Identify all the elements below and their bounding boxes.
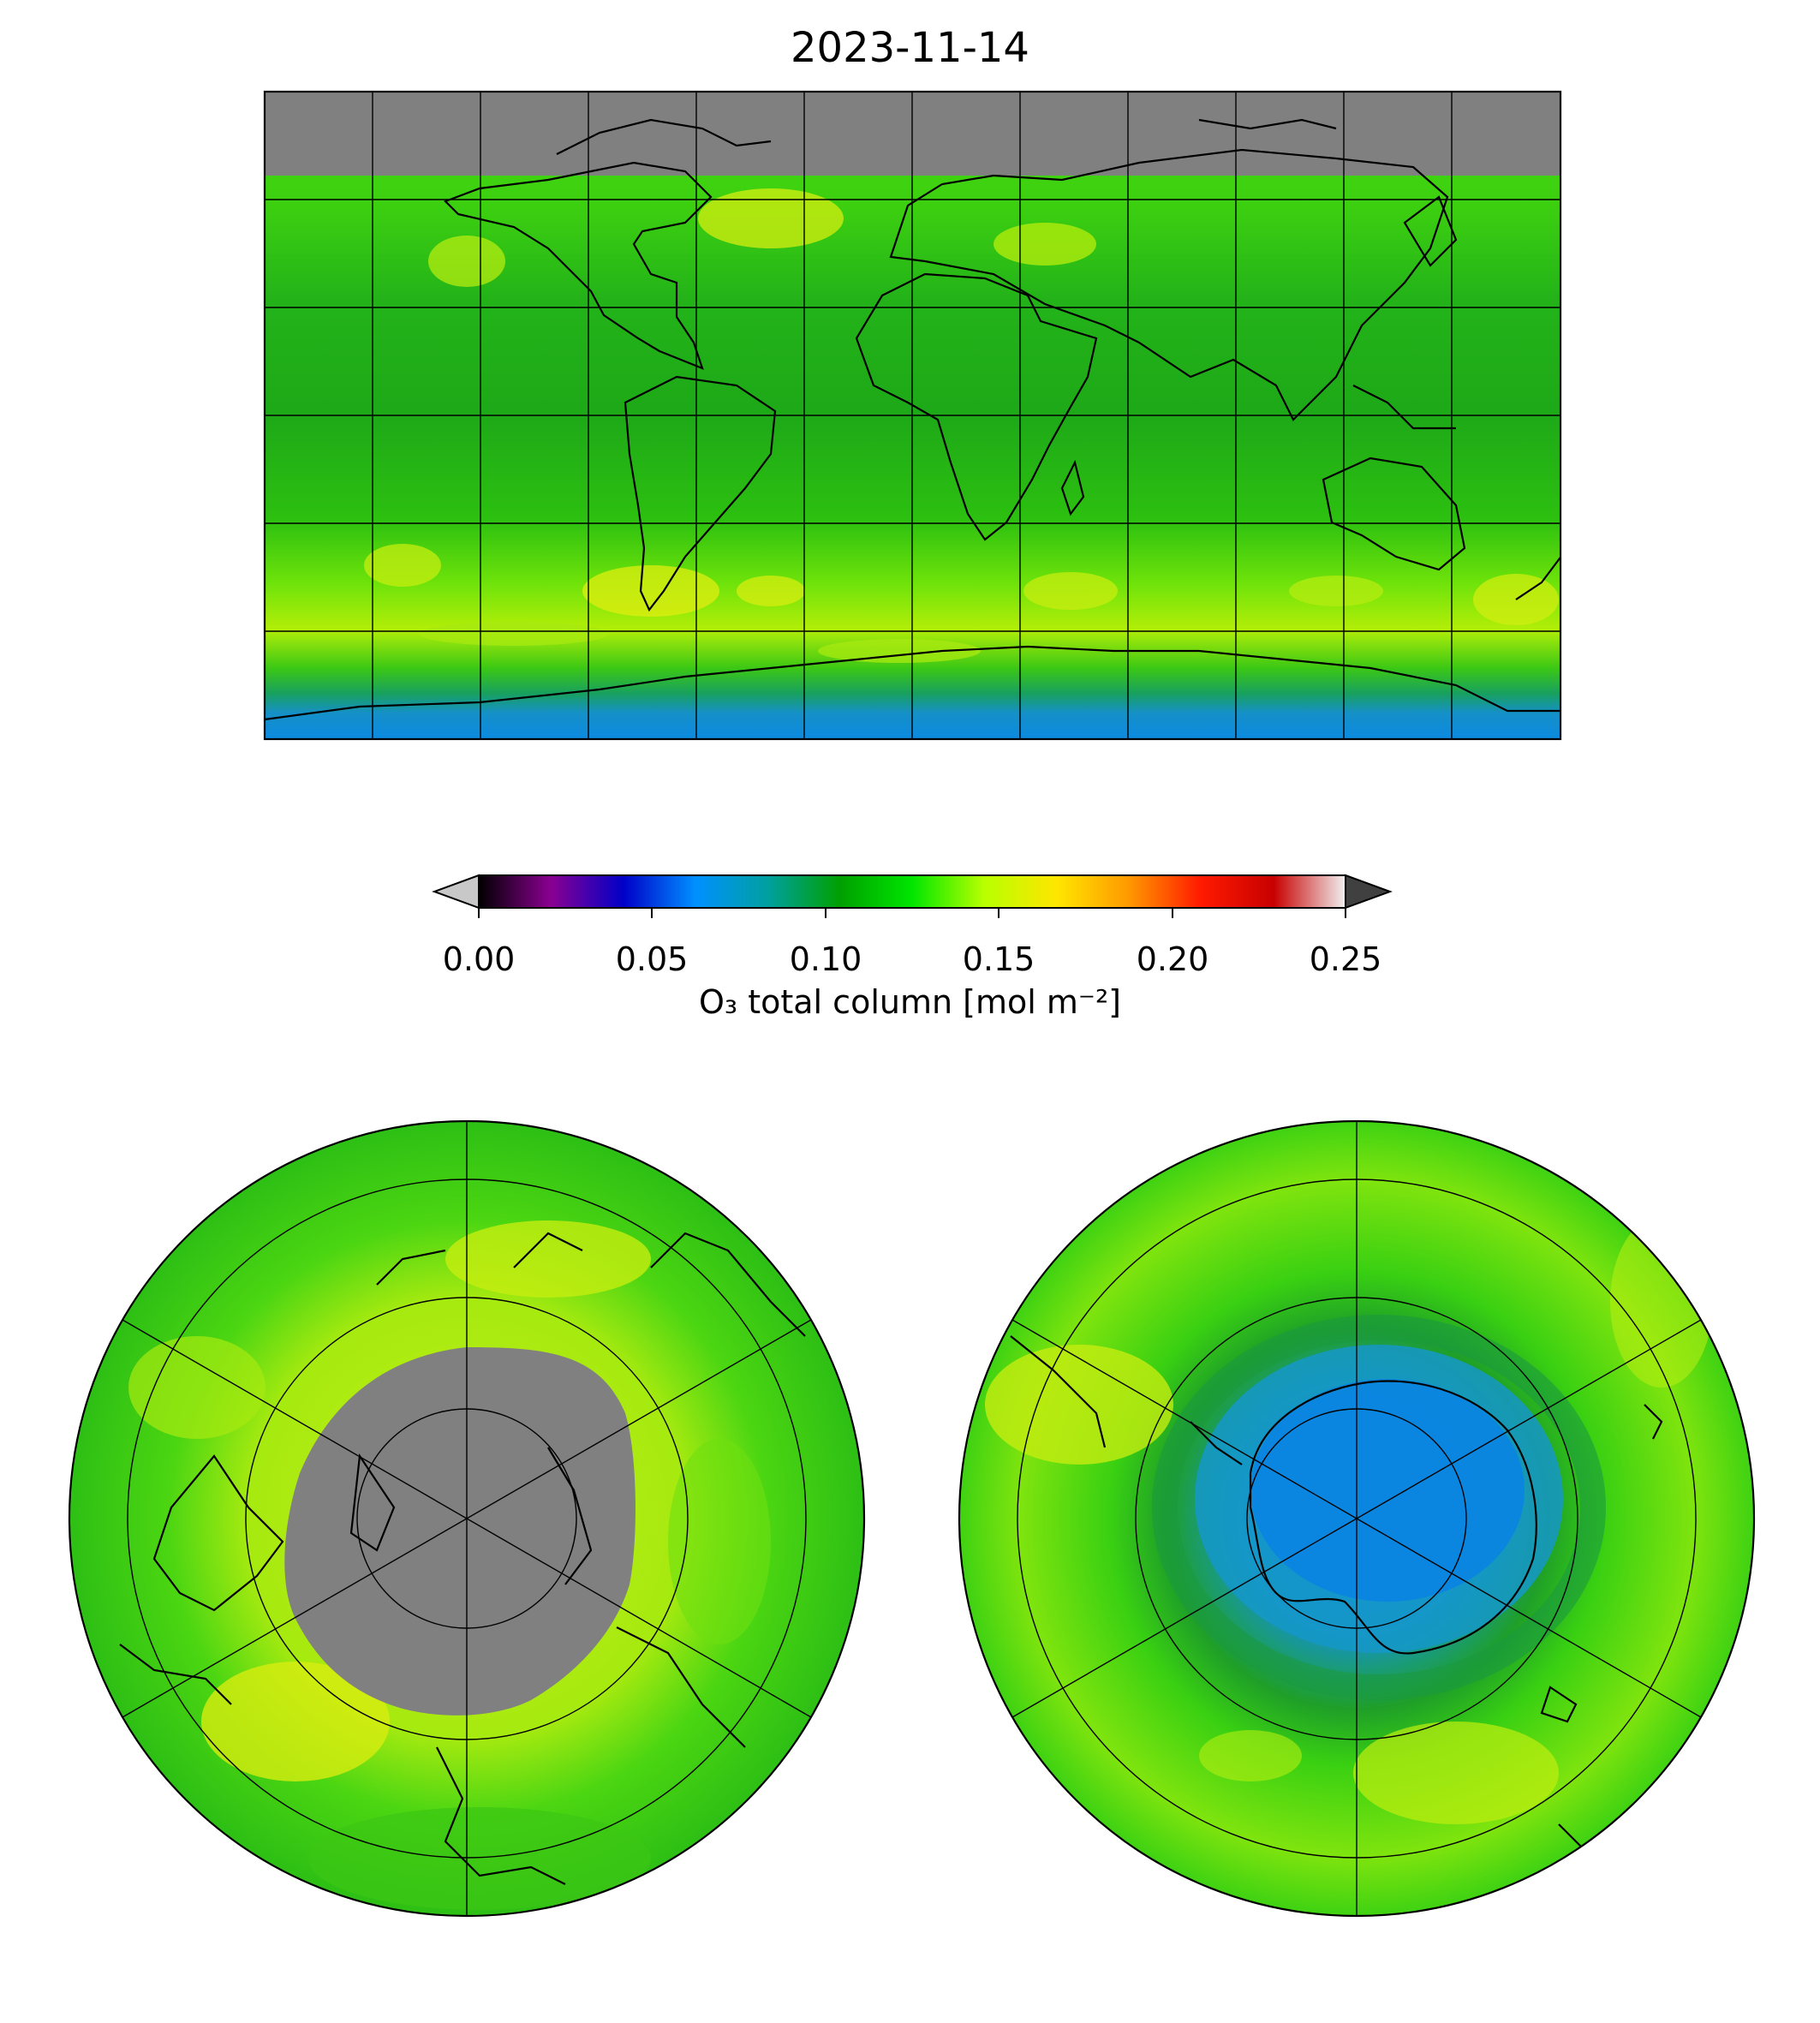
colorbar-gradient [479, 875, 1346, 908]
colorbar-tick-label: 0.15 [962, 940, 1035, 978]
south-polar-boundary [958, 1119, 1756, 1918]
graticule-south [1011, 1121, 1702, 1916]
colorbar-tick-label: 0.05 [615, 940, 689, 978]
graticule-north [122, 1121, 812, 1916]
colorbar-label: O₃ total column [mol m⁻²] [698, 983, 1122, 1021]
north-polar-map [68, 1119, 866, 1918]
colorbar-ticks [478, 908, 1346, 918]
no-data-region-polar-night [284, 1347, 636, 1716]
north-polar-boundary [68, 1119, 866, 1918]
colorbar [432, 874, 1393, 918]
colorbar-under-arrow [432, 874, 480, 910]
colorbar-over-arrow [1345, 874, 1393, 910]
map-title: 2023-11-14 [791, 24, 1029, 72]
global-map-frame [263, 90, 1562, 741]
colorbar-tick-label: 0.10 [789, 940, 862, 978]
ozone-highs-global [364, 188, 1559, 663]
colorbar-tick-label: 0.00 [442, 940, 516, 978]
coastlines-north [119, 1232, 806, 1885]
gridlines-global [265, 92, 1560, 739]
global-map [263, 90, 1562, 741]
south-polar-map [958, 1119, 1756, 1918]
colorbar-tick-label: 0.25 [1309, 940, 1382, 978]
colorbar-tick-label: 0.20 [1136, 940, 1209, 978]
